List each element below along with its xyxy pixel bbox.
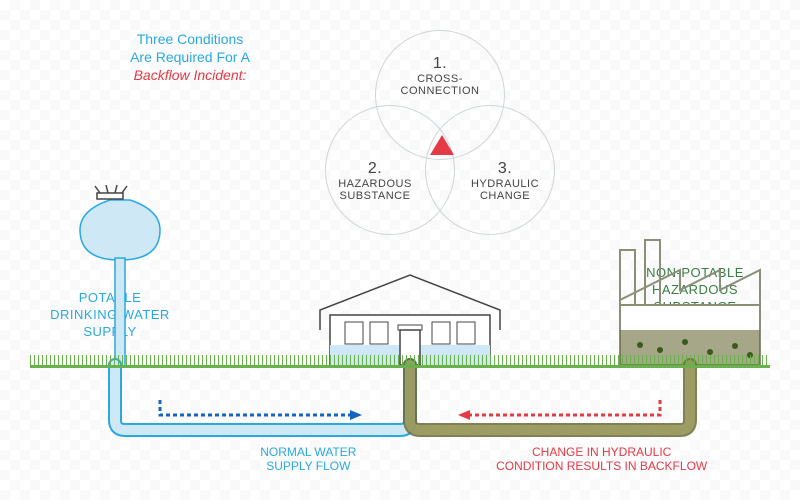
water-tower-icon: [80, 185, 160, 366]
flow-labels: NORMAL WATERSUPPLY FLOW CHANGE IN HYDRAU…: [0, 445, 800, 473]
ground-line: [30, 365, 770, 368]
backflow-label: CHANGE IN HYDRAULICCONDITION RESULTS IN …: [462, 445, 742, 473]
title-line2: Are Required For A: [130, 49, 250, 65]
pipes: [115, 365, 690, 430]
title-line3: Backflow Incident:: [134, 67, 247, 83]
house-icon: [320, 275, 500, 365]
normal-flow-label: NORMAL WATERSUPPLY FLOW: [198, 445, 418, 473]
venn-label-2: 2.HAZARDOUSSUBSTANCE: [330, 160, 420, 202]
intersection-triangle-icon: [430, 135, 454, 155]
diagram-canvas: Three Conditions Are Required For A Back…: [0, 0, 800, 500]
venn-diagram: 1.CROSS-CONNECTION 2.HAZARDOUSSUBSTANCE …: [310, 30, 570, 250]
venn-label-1: 1.CROSS-CONNECTION: [400, 55, 480, 97]
venn-label-3: 3.HYDRAULICCHANGE: [460, 160, 550, 202]
factory-icon: [620, 240, 760, 365]
title-line1: Three Conditions: [137, 31, 244, 47]
title-text: Three Conditions Are Required For A Back…: [90, 30, 290, 85]
